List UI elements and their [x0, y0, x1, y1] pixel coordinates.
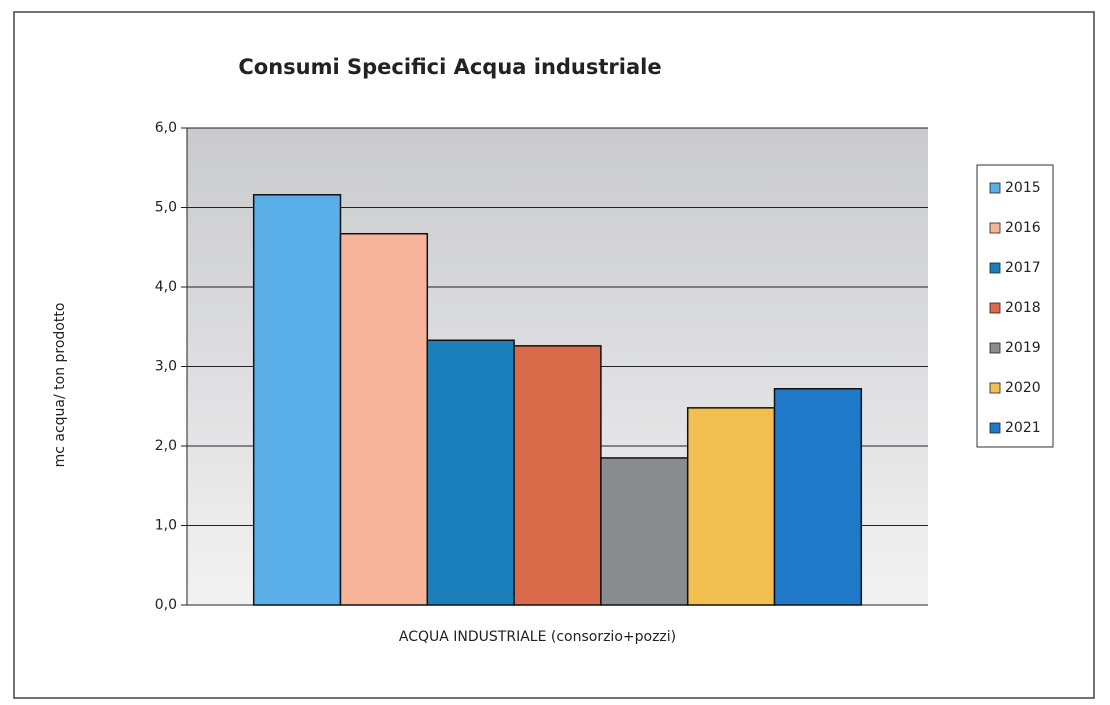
bar [513, 345, 602, 606]
legend-swatch [989, 262, 1001, 274]
y-tick-label: 6,0 [155, 120, 177, 136]
legend-swatch [989, 382, 1001, 394]
bar [600, 457, 689, 606]
y-tick-label: 3,0 [155, 359, 177, 375]
legend-label: 2019 [1005, 340, 1041, 356]
y-tick-label: 5,0 [155, 200, 177, 216]
bar [339, 232, 429, 606]
chart-title: Consumi Specifici Acqua industriale [238, 55, 661, 79]
y-tick-label: 2,0 [155, 438, 177, 454]
y-axis-label: mc acqua/ ton prodotto [52, 303, 68, 468]
legend-swatch [989, 422, 1001, 434]
legend-swatch [989, 342, 1001, 354]
bar [773, 388, 863, 606]
bar [686, 407, 776, 606]
y-tick-label: 4,0 [155, 279, 177, 295]
legend-label: 2021 [1005, 420, 1041, 436]
legend-label: 2020 [1005, 380, 1041, 396]
bar [426, 339, 515, 606]
legend-label: 2016 [1005, 220, 1041, 236]
legend-label: 2015 [1005, 180, 1041, 196]
legend-label: 2018 [1005, 300, 1041, 316]
y-tick-label: 1,0 [155, 518, 177, 534]
y-tick-label: 0,0 [155, 597, 177, 613]
legend-swatch [989, 222, 1001, 234]
legend-swatch [989, 182, 1001, 194]
legend-label: 2017 [1005, 260, 1041, 276]
legend-swatch [989, 302, 1001, 314]
bar [252, 194, 342, 606]
x-axis-label: ACQUA INDUSTRIALE (consorzio+pozzi) [399, 629, 676, 645]
